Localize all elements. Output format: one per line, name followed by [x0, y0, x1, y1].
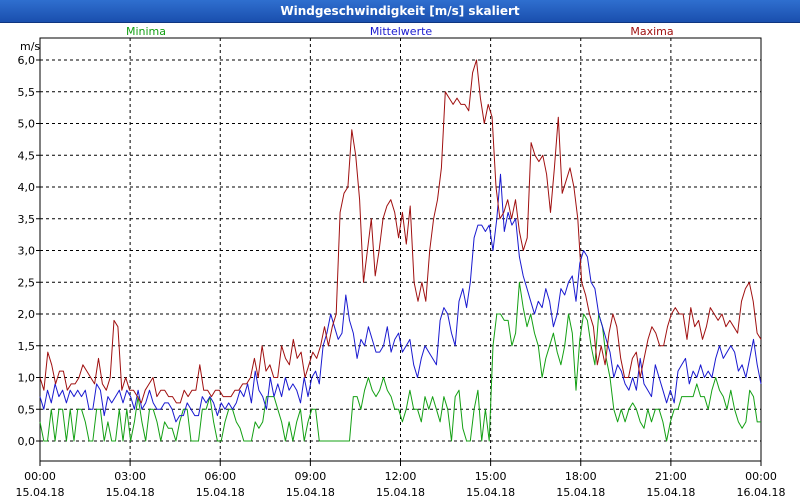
x-tick-time: 00:00 — [24, 470, 56, 483]
y-tick-label: 5,5 — [18, 86, 36, 99]
x-tick-date: 15.04.18 — [466, 486, 515, 499]
series-lines — [39, 59, 762, 442]
y-tick-label: 2,0 — [18, 308, 36, 321]
y-tick-label: 4,5 — [18, 149, 36, 162]
y-tick-label: 0,5 — [18, 403, 36, 416]
legend-mittelwerte: Mittelwerte — [370, 25, 433, 38]
y-tick-label: 5,0 — [18, 118, 36, 131]
x-tick-date: 15.04.18 — [646, 486, 695, 499]
x-axis-ticks: 00:00 15.04.18 03:00 15.04.18 06:00 15.04.18 0… — [16, 461, 786, 499]
x-tick-date: 15.04.18 — [286, 486, 335, 499]
y-tick-label: 3,0 — [18, 245, 36, 258]
x-tick-time: 15:00 — [475, 470, 507, 483]
y-tick-label: 0,0 — [18, 435, 36, 448]
x-tick-time: 21:00 — [655, 470, 687, 483]
x-tick-time: 09:00 — [295, 470, 327, 483]
x-tick-date: 16.04.18 — [737, 486, 786, 499]
grid — [40, 38, 761, 461]
x-tick-time: 03:00 — [114, 470, 146, 483]
y-tick-label: 2,5 — [18, 276, 36, 289]
x-tick-time: 12:00 — [385, 470, 417, 483]
y-axis-label: m/s — [20, 40, 40, 53]
y-tick-label: 3,5 — [18, 213, 36, 226]
legend-maxima: Maxima — [630, 25, 673, 38]
y-tick-label: 1,5 — [18, 340, 36, 353]
x-tick-date: 15.04.18 — [16, 486, 65, 499]
series-line-mittelwerte — [39, 173, 762, 423]
x-tick-date: 15.04.18 — [106, 486, 155, 499]
legend-minima: Minima — [126, 25, 166, 38]
series-line-minima — [39, 281, 761, 442]
x-tick-date: 15.04.18 — [556, 486, 605, 499]
y-tick-label: 6,0 — [18, 54, 36, 67]
y-axis-ticks: 0,0 0,5 1,0 1,5 2,0 2,5 3,0 3,5 4,0 4,5 5,0 5,5 6,0 — [18, 54, 40, 448]
series-line-maxima — [39, 59, 762, 404]
x-tick-time: 06:00 — [204, 470, 236, 483]
y-tick-label: 4,0 — [18, 181, 36, 194]
y-tick-label: 1,0 — [18, 372, 36, 385]
chart-title: Windgeschwindigkeit [m/s] skaliert — [0, 0, 800, 23]
x-tick-date: 15.04.18 — [376, 486, 425, 499]
x-tick-time: 18:00 — [565, 470, 597, 483]
x-tick-date: 15.04.18 — [196, 486, 245, 499]
x-tick-time: 00:00 — [745, 470, 777, 483]
